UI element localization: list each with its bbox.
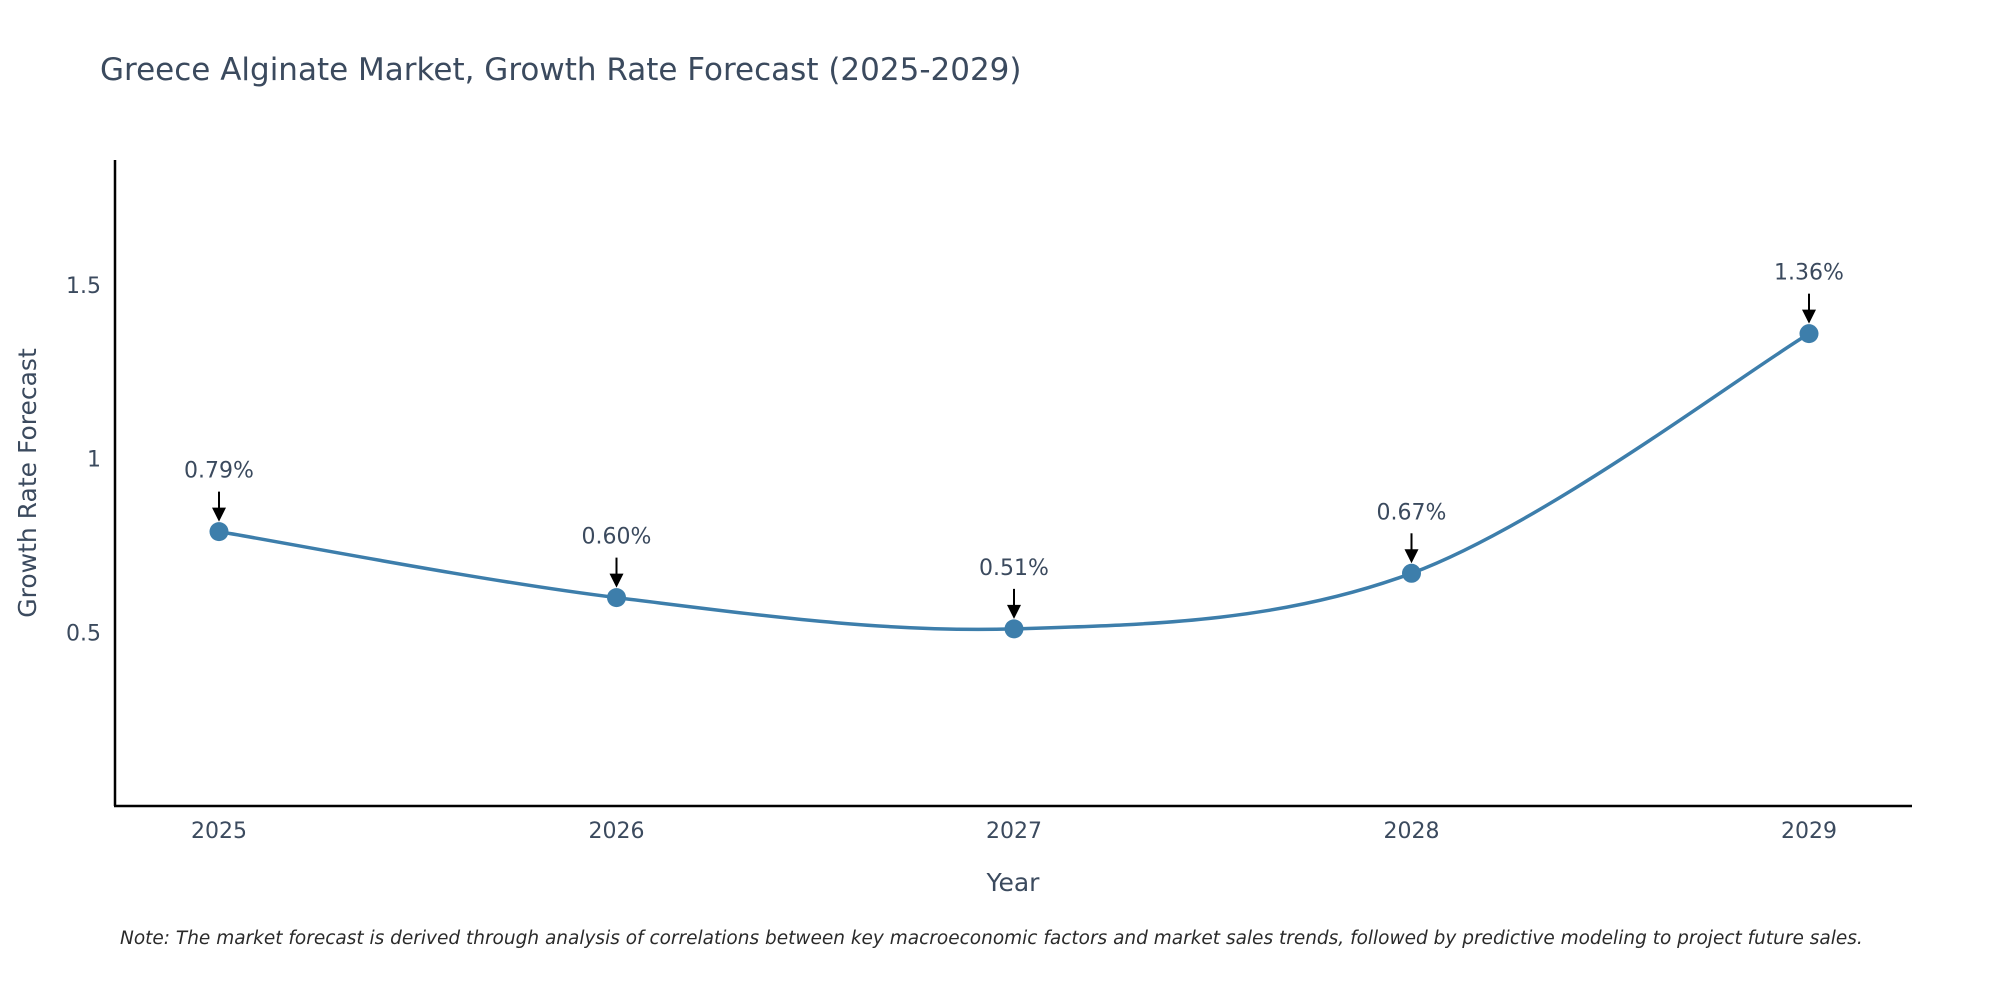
x-axis-ticks: 2025 2026 2027 2028 2029 xyxy=(191,819,1837,844)
data-label: 0.60% xyxy=(582,525,652,550)
annotation-arrow-head xyxy=(1007,604,1021,619)
chart-title: Greece Alginate Market, Growth Rate Fore… xyxy=(100,52,1022,88)
y-tick-label: 1.5 xyxy=(66,274,101,299)
y-axis-ticks: 0.5 1 1.5 xyxy=(66,274,101,646)
data-point-marker xyxy=(209,522,229,542)
chart-note: Note: The market forecast is derived thr… xyxy=(120,928,1863,949)
annotation-arrow-head xyxy=(1802,309,1816,324)
series-line xyxy=(218,332,1810,632)
data-annotations: 0.79% 0.60% 0.51% 0.67% 1.36% xyxy=(184,261,1844,619)
data-point-marker xyxy=(607,588,626,608)
data-point-marker xyxy=(1004,619,1024,639)
x-axis-title: Year xyxy=(986,868,1041,897)
data-point-marker xyxy=(1402,563,1421,583)
x-tick-label: 2029 xyxy=(1781,819,1837,844)
data-label: 0.79% xyxy=(184,459,254,484)
series-markers xyxy=(209,324,1819,639)
x-tick-label: 2027 xyxy=(986,819,1042,844)
data-label: 1.36% xyxy=(1774,261,1844,286)
annotation-arrow-head xyxy=(1404,549,1419,564)
data-label: 0.67% xyxy=(1377,500,1447,525)
data-point-marker xyxy=(1799,324,1819,344)
x-tick-label: 2025 xyxy=(191,819,247,844)
annotation-arrow-head xyxy=(212,507,226,522)
y-axis-title: Growth Rate Forecast xyxy=(13,348,42,618)
annotation-arrow-head xyxy=(609,573,624,588)
x-tick-label: 2026 xyxy=(589,819,645,844)
x-tick-label: 2028 xyxy=(1384,819,1440,844)
y-tick-label: 0.5 xyxy=(66,621,101,646)
y-tick-label: 1 xyxy=(87,448,101,473)
data-label: 0.51% xyxy=(979,556,1049,581)
